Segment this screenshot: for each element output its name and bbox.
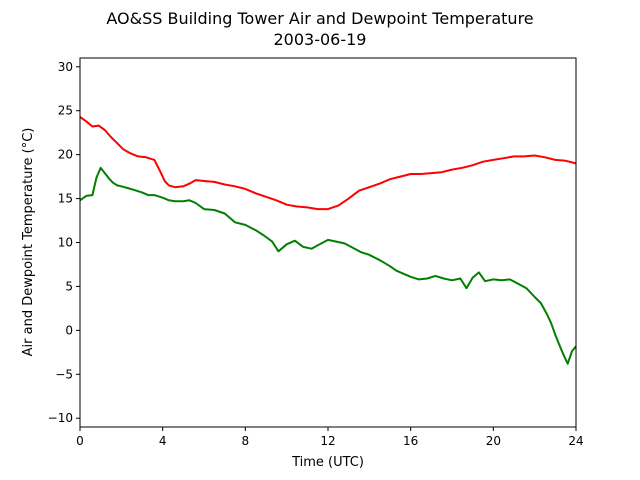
x-tick-label: 8 [242, 434, 250, 448]
y-tick-label: 25 [58, 104, 73, 118]
y-tick-label: 30 [58, 60, 73, 74]
series-layer [79, 116, 577, 365]
x-tick-label: 4 [159, 434, 167, 448]
y-tick-label: 20 [58, 148, 73, 162]
x-axis: 0 4 8 12 16 20 24 [76, 427, 584, 448]
y-tick-label: 15 [58, 192, 73, 206]
series-line-1 [79, 116, 577, 211]
y-axis-label: Air and Dewpoint Temperature (°C) [21, 128, 36, 357]
x-tick-label: 0 [76, 434, 84, 448]
x-tick-label: 20 [486, 434, 501, 448]
y-axis: −10 −5 0 5 10 15 20 25 30 [48, 60, 80, 425]
y-tick-label: 5 [65, 279, 73, 293]
plot-frame [79, 57, 577, 428]
x-tick-label: 16 [403, 434, 418, 448]
y-tick-label: −10 [48, 411, 73, 425]
chart-title-line-1: AO&SS Building Tower Air and Dewpoint Te… [106, 9, 533, 28]
chart-title-line-2: 2003-06-19 [274, 30, 367, 49]
x-tick-label: 24 [568, 434, 583, 448]
x-axis-label: Time (UTC) [291, 455, 364, 470]
y-tick-label: −5 [55, 367, 73, 381]
chart-title: AO&SS Building Tower Air and Dewpoint Te… [106, 9, 533, 49]
y-tick-label: 10 [58, 236, 73, 250]
x-tick-label: 12 [320, 434, 335, 448]
series-line-2 [79, 166, 577, 365]
y-tick-label: 0 [65, 323, 73, 337]
